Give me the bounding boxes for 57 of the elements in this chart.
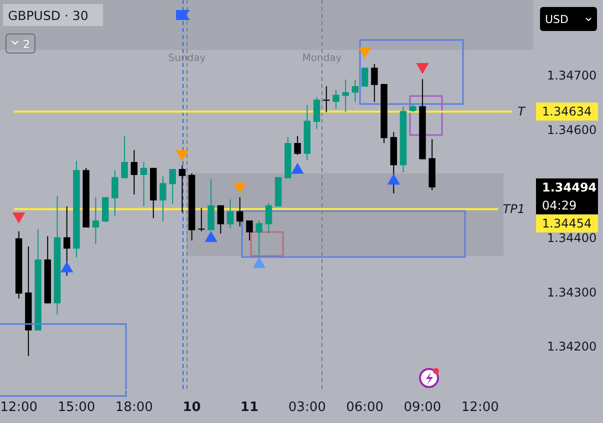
text: 04:29	[542, 198, 577, 212]
annotation: Sunday	[168, 53, 206, 64]
candlestick	[313, 96, 320, 130]
candlestick	[178, 164, 186, 213]
point	[204, 230, 218, 242]
x-tick-label: 15:00	[58, 400, 96, 416]
x-tick-label: 06:00	[346, 400, 384, 416]
y-tick-label: 1.34700	[547, 68, 597, 83]
text: GBPUSD · 30	[8, 8, 88, 23]
x-tick-label: 18:00	[115, 400, 153, 416]
candlestick	[246, 220, 253, 241]
candlestick	[342, 79, 349, 113]
x-tick-label: 11	[240, 400, 259, 416]
x-tick-label: 12:00	[0, 400, 38, 416]
point	[416, 62, 429, 74]
text: 1.34494	[542, 180, 597, 194]
candlestick	[63, 206, 70, 276]
candlestick	[198, 208, 205, 232]
candlestick	[160, 176, 166, 222]
candlestick	[332, 89, 340, 110]
point	[291, 162, 304, 174]
candlestick	[121, 135, 128, 179]
candlestick	[294, 135, 301, 156]
candlestick	[236, 196, 244, 227]
x-tick-label: 12:00	[461, 400, 499, 416]
candlestick	[352, 79, 359, 102]
point	[387, 174, 400, 185]
candlestick	[226, 198, 234, 229]
y-tick-label: 1.34300	[547, 285, 597, 300]
point	[358, 47, 372, 58]
candlestick	[169, 168, 176, 205]
candlestick	[371, 63, 378, 102]
candlestick	[217, 204, 224, 234]
text: 1.34634	[542, 104, 592, 119]
x-tick-label: 03:00	[288, 400, 326, 416]
ref-line-label: T	[518, 104, 527, 119]
candlestick	[265, 202, 272, 234]
x-tick-label: 10	[182, 400, 201, 416]
candlestick	[112, 170, 118, 217]
y-tick-label: 1.34400	[547, 231, 597, 246]
y-tick-label: 1.34600	[547, 122, 597, 137]
candlestick	[130, 150, 138, 195]
candlestick	[140, 161, 148, 207]
text: 1.34454	[542, 216, 592, 230]
currency-dropdown: USD	[540, 7, 597, 31]
x-tick-label: 09:00	[404, 400, 442, 416]
collapse-button: 2	[6, 34, 36, 54]
candlestick	[322, 86, 330, 113]
candlestick	[256, 220, 262, 256]
y-tick-label: 1.34200	[547, 340, 597, 354]
point	[252, 256, 266, 268]
annotation: 2	[23, 38, 30, 51]
candlestick	[361, 67, 368, 88]
point	[60, 261, 74, 272]
candlestick	[92, 196, 100, 245]
annotation: Monday	[302, 53, 342, 64]
ref-line-label: TP1	[502, 202, 525, 216]
